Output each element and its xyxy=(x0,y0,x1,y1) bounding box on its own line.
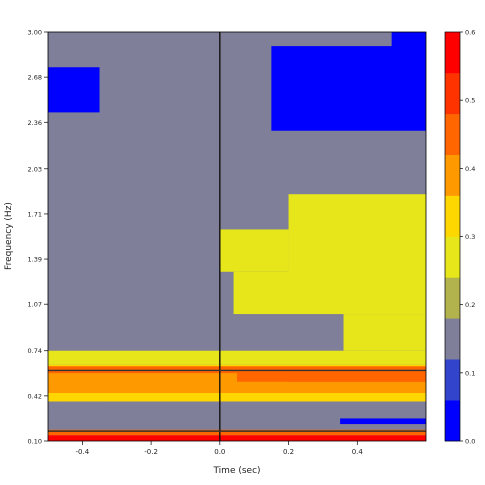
x-axis-label: Time (sec) xyxy=(212,466,260,476)
x-tick-label: 0.2 xyxy=(283,448,294,456)
heatmap-cell xyxy=(130,32,207,131)
heatmap-cell xyxy=(137,130,207,308)
colorbar xyxy=(444,31,461,442)
heatmap-cell xyxy=(48,350,426,365)
heatmap-cell xyxy=(48,338,220,351)
colorbar-segment xyxy=(445,72,460,115)
colorbar-segment xyxy=(445,32,460,74)
colorbar-segment xyxy=(445,400,460,442)
colorbar-tick-label: 0.1 xyxy=(465,369,475,377)
heatmap-cell xyxy=(123,307,207,339)
heatmap-cell xyxy=(48,429,426,436)
colorbar-segment xyxy=(445,154,460,196)
colorbar-tick-label: 0.4 xyxy=(465,165,475,173)
colorbar-tick-label: 0.2 xyxy=(465,301,475,309)
x-tick-label: 0.4 xyxy=(352,448,364,456)
heatmap-cell xyxy=(391,32,426,54)
colorbar-segment xyxy=(445,359,460,401)
y-tick-label: 3.00 xyxy=(28,29,42,37)
heatmap-cell xyxy=(219,194,289,230)
heatmap-cell xyxy=(65,404,100,409)
colorbar-segment xyxy=(445,277,460,319)
colorbar-tick-label: 0.6 xyxy=(465,29,475,37)
y-tick-label: 2.03 xyxy=(28,165,42,173)
colorbar-segment xyxy=(445,113,460,155)
colorbar-tick-label: 0.3 xyxy=(465,233,475,241)
heatmap-cell xyxy=(219,229,289,272)
colorbar-segment xyxy=(445,236,460,278)
y-tick-label: 1.07 xyxy=(28,301,42,309)
heatmap-cell xyxy=(340,418,426,425)
x-tick-label: -0.4 xyxy=(76,448,90,456)
x-axis: -0.4 -0.2 0.0 0.2 0.4 xyxy=(76,441,364,456)
heatmap-cell xyxy=(219,165,426,195)
y-tick-label: 2.36 xyxy=(28,119,42,127)
y-tick-label: 1.71 xyxy=(28,210,42,218)
heatmap-cell xyxy=(48,401,426,413)
y-tick-label: 0.10 xyxy=(28,438,42,446)
heatmap-cell xyxy=(89,208,124,286)
heatmap-cell xyxy=(68,165,220,209)
heatmap-cell xyxy=(343,314,426,351)
colorbar-segment xyxy=(445,195,460,237)
heatmap-cell xyxy=(288,194,426,279)
y-axis: 0.10 0.42 0.74 1.07 1.39 1.71 2.03 2.36 2.68 3.00 xyxy=(28,29,48,446)
heatmap-cells xyxy=(48,32,426,441)
heatmap-cell xyxy=(233,271,426,315)
y-tick-label: 0.42 xyxy=(28,392,42,400)
heatmap-cell xyxy=(48,435,426,441)
colorbar-tick-label: 0.0 xyxy=(465,438,475,446)
x-tick-label: 0.0 xyxy=(214,448,225,456)
colorbar-tick-label: 0.5 xyxy=(465,97,475,105)
colorbar-ticks: 0.0 0.1 0.2 0.3 0.4 0.5 0.6 xyxy=(460,29,475,446)
plot-frame xyxy=(47,31,427,442)
heatmap-cell xyxy=(48,366,426,374)
heatmap-cell xyxy=(48,412,426,430)
heatmap-cell xyxy=(271,46,426,131)
x-tick-label: -0.2 xyxy=(144,448,158,456)
y-tick-label: 1.39 xyxy=(28,256,42,264)
y-axis-label: Frequency (Hz) xyxy=(4,202,14,270)
overlay-lines xyxy=(48,32,426,441)
heatmap-cell xyxy=(288,371,426,382)
y-tick-label: 0.74 xyxy=(28,347,42,355)
heatmap-cell xyxy=(219,32,237,75)
y-tick-label: 2.68 xyxy=(28,74,42,82)
colorbar-segment xyxy=(445,318,460,360)
heatmap-cell xyxy=(48,67,100,113)
